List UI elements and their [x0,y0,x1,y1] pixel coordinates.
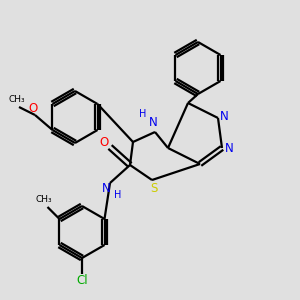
Text: N: N [148,116,158,128]
Text: CH₃: CH₃ [35,196,52,205]
Text: S: S [150,182,158,194]
Text: H: H [139,109,147,119]
Text: CH₃: CH₃ [9,95,25,104]
Text: N: N [220,110,228,122]
Text: O: O [99,136,109,148]
Text: H: H [114,190,122,200]
Text: O: O [28,101,38,115]
Text: N: N [102,182,110,194]
Text: Cl: Cl [76,274,88,286]
Text: N: N [225,142,233,154]
